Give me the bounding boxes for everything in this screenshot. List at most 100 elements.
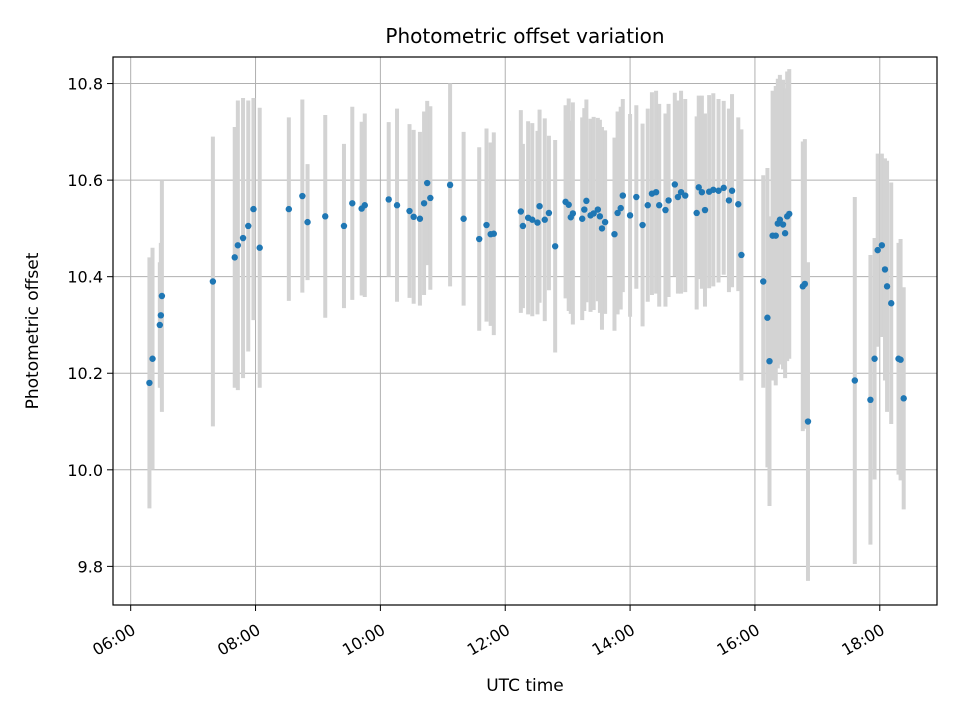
data-point (581, 206, 588, 213)
data-point (764, 314, 771, 321)
data-point (517, 208, 525, 215)
data-point (614, 209, 621, 217)
data-point (427, 194, 434, 202)
data-point (728, 187, 736, 194)
data-point (801, 280, 809, 288)
data-point (867, 396, 874, 404)
data-point (738, 251, 745, 259)
y-axis-label: Photometric offset (23, 252, 43, 409)
data-point (490, 230, 497, 237)
data-point (157, 312, 165, 319)
x-tick-label: 16:00 (713, 620, 762, 660)
data-point (541, 216, 548, 223)
data-point (656, 202, 663, 209)
data-point (406, 207, 413, 215)
data-point (231, 254, 238, 261)
data-point (476, 235, 483, 243)
data-point (720, 184, 727, 192)
data-point (322, 213, 329, 220)
y-tick-label: 10.2 (67, 364, 103, 383)
data-point (598, 225, 606, 232)
error-bars (147, 69, 906, 581)
y-axis: 9.8 10.0 10.2 10.4 10.6 10.8 (67, 75, 113, 576)
data-point (594, 206, 602, 213)
data-point (619, 192, 626, 199)
data-point (304, 218, 311, 226)
data-point (551, 243, 559, 250)
y-tick-label: 10.8 (67, 75, 103, 94)
data-point (725, 197, 733, 204)
data-point (779, 221, 787, 228)
data-point (682, 192, 689, 199)
data-point (674, 193, 682, 201)
data-point (772, 232, 779, 239)
data-point (545, 209, 553, 217)
x-tick-label: 06:00 (89, 620, 138, 660)
data-point (633, 193, 640, 201)
data-point (874, 246, 881, 254)
data-point (579, 215, 586, 222)
data-point (361, 202, 368, 209)
data-point (569, 210, 577, 217)
data-point (710, 186, 717, 193)
data-point (693, 209, 700, 217)
x-axis-label: UTC time (486, 676, 564, 696)
data-point (851, 377, 859, 384)
data-point (146, 379, 153, 387)
data-point (701, 206, 709, 214)
data-point (617, 204, 624, 212)
data-point (156, 321, 164, 329)
data-point (483, 221, 490, 229)
chart-title: Photometric offset variation (385, 24, 664, 48)
y-tick-label: 9.8 (78, 557, 103, 576)
data-point (804, 418, 812, 425)
x-axis: 06:00 08:00 10:00 12:00 14:00 16:00 18:00 (89, 605, 888, 660)
data-point (695, 184, 702, 191)
data-point (349, 200, 356, 207)
data-point (766, 357, 773, 365)
data-point (234, 242, 242, 249)
data-point (626, 212, 634, 219)
data-point (871, 355, 878, 362)
data-point (671, 181, 679, 188)
data-point (715, 187, 722, 194)
data-point (639, 221, 646, 229)
data-point (776, 216, 784, 223)
data-point (881, 266, 889, 273)
data-point (534, 219, 541, 226)
y-tick-label: 10.6 (67, 171, 103, 190)
data-point (529, 216, 536, 223)
data-points (146, 179, 907, 425)
data-point (460, 215, 467, 222)
data-point (424, 179, 431, 187)
data-point (760, 278, 767, 285)
plot-area (112, 56, 938, 606)
data-point (536, 202, 543, 210)
data-point (883, 283, 891, 290)
data-point (420, 200, 428, 207)
data-point (158, 292, 166, 300)
data-point (786, 210, 793, 218)
y-tick-label: 10.0 (67, 461, 103, 480)
x-tick-label: 08:00 (214, 620, 263, 660)
data-point (410, 213, 417, 221)
data-point (735, 201, 742, 208)
data-point (611, 230, 618, 238)
x-tick-label: 14:00 (589, 620, 638, 660)
data-point (340, 222, 348, 230)
data-point (644, 202, 651, 209)
data-point (250, 205, 257, 213)
data-point (878, 242, 886, 249)
data-point (519, 222, 527, 230)
data-point (662, 206, 669, 214)
data-point (652, 188, 660, 196)
data-point (299, 192, 306, 200)
x-tick-label: 18:00 (838, 620, 887, 660)
grid-lines (113, 57, 937, 605)
data-point (446, 181, 454, 189)
data-point (601, 218, 609, 226)
data-point (698, 188, 706, 196)
data-point (209, 278, 217, 285)
x-tick-label: 10:00 (339, 620, 388, 660)
